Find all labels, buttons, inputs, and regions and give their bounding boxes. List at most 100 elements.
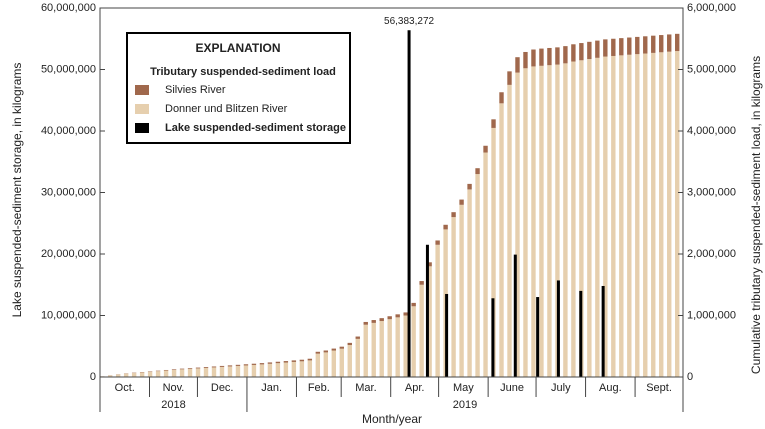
load-bar — [283, 362, 289, 377]
load-bar — [235, 365, 241, 377]
load-bar — [563, 63, 568, 377]
load-bar — [579, 60, 584, 378]
load-bar — [667, 34, 672, 52]
load-bar — [459, 199, 464, 205]
load-bar — [531, 49, 536, 67]
load-bar — [507, 71, 512, 85]
load-bar — [211, 367, 217, 377]
month-label: May — [453, 382, 474, 394]
load-bar — [363, 324, 368, 377]
load-bar — [219, 365, 225, 367]
load-bar — [347, 342, 352, 346]
legend-title: EXPLANATION — [195, 41, 280, 55]
load-bar — [291, 361, 297, 377]
load-bar — [355, 336, 360, 339]
load-bar — [211, 366, 217, 368]
load-bar — [203, 367, 209, 377]
legend-label: Lake suspended-sediment storage — [165, 122, 346, 134]
load-bar — [219, 366, 225, 377]
load-bar — [363, 321, 368, 325]
load-bar — [603, 56, 608, 378]
y-tick-label: 30,000,000 — [41, 186, 96, 198]
load-bar — [203, 367, 209, 368]
load-bar — [267, 363, 273, 377]
load-bar — [611, 38, 616, 56]
load-bar — [155, 371, 161, 377]
load-bar — [635, 54, 640, 377]
load-bar — [171, 369, 177, 370]
load-bar — [243, 365, 249, 377]
load-bar — [243, 364, 249, 366]
load-bar — [475, 168, 480, 175]
load-bar — [539, 48, 544, 66]
load-bar — [195, 367, 201, 369]
load-bar — [459, 204, 464, 377]
load-bar — [651, 52, 656, 378]
load-bar — [195, 368, 201, 377]
load-bar — [587, 59, 592, 378]
load-bar — [227, 365, 233, 367]
load-bar — [555, 64, 560, 377]
load-bar — [419, 281, 424, 285]
load-bar — [259, 363, 265, 365]
load-bar — [675, 51, 680, 378]
load-bar — [299, 361, 305, 377]
y2-tick-label: 6,000,000 — [687, 2, 736, 14]
y-axis-label: Lake suspended-sediment storage, in kilo… — [10, 63, 24, 318]
y2-tick-label: 0 — [687, 371, 693, 383]
legend-swatch — [135, 104, 149, 114]
legend-box — [126, 32, 351, 144]
load-bar — [563, 46, 568, 64]
legend-label: Donner und Blitzen River — [165, 103, 288, 115]
year-label: 2018 — [161, 399, 185, 411]
load-bar — [483, 152, 488, 377]
load-bar — [291, 360, 297, 362]
load-bar — [235, 364, 241, 366]
y2-tick-label: 1,000,000 — [687, 309, 736, 321]
y-tick-label: 0 — [90, 371, 96, 383]
load-bar — [251, 364, 257, 377]
load-bar — [299, 359, 305, 362]
y2-tick-label: 4,000,000 — [687, 125, 736, 137]
load-bar — [163, 369, 169, 371]
load-bar — [411, 306, 416, 377]
load-bar — [355, 338, 360, 377]
load-bar — [411, 302, 416, 307]
load-bar — [659, 35, 664, 53]
legend-label: Silvies River — [165, 84, 226, 96]
load-bar — [371, 322, 376, 377]
month-label: Apr. — [405, 382, 425, 394]
load-bar — [547, 47, 552, 66]
load-bar — [187, 368, 193, 369]
load-bar — [523, 68, 528, 378]
month-label: July — [551, 382, 571, 394]
load-bar — [611, 55, 616, 377]
load-bar — [387, 319, 392, 377]
month-label: Feb. — [308, 382, 330, 394]
load-bar — [523, 51, 528, 69]
storage-bar — [556, 280, 560, 377]
storage-bar — [513, 254, 517, 377]
load-bar — [467, 189, 472, 377]
load-bar — [667, 51, 672, 377]
load-bar — [643, 36, 648, 54]
load-bar — [139, 372, 145, 377]
load-bar — [323, 350, 329, 353]
load-bar — [515, 57, 520, 73]
legend-swatch — [135, 85, 149, 95]
load-bar — [419, 284, 424, 377]
load-bar — [179, 369, 185, 377]
month-label: Aug. — [599, 382, 622, 394]
storage-bar — [407, 30, 411, 377]
load-bar — [179, 368, 185, 370]
load-bar — [275, 363, 281, 377]
y-tick-label: 20,000,000 — [41, 248, 96, 260]
month-label: Jan. — [261, 382, 282, 394]
load-bar — [379, 321, 384, 377]
y2-tick-label: 3,000,000 — [687, 186, 736, 198]
legend-subtitle: Tributary suspended-sediment load — [150, 66, 336, 78]
load-bar — [627, 54, 632, 378]
load-bar — [467, 183, 472, 190]
load-bar — [547, 65, 552, 377]
